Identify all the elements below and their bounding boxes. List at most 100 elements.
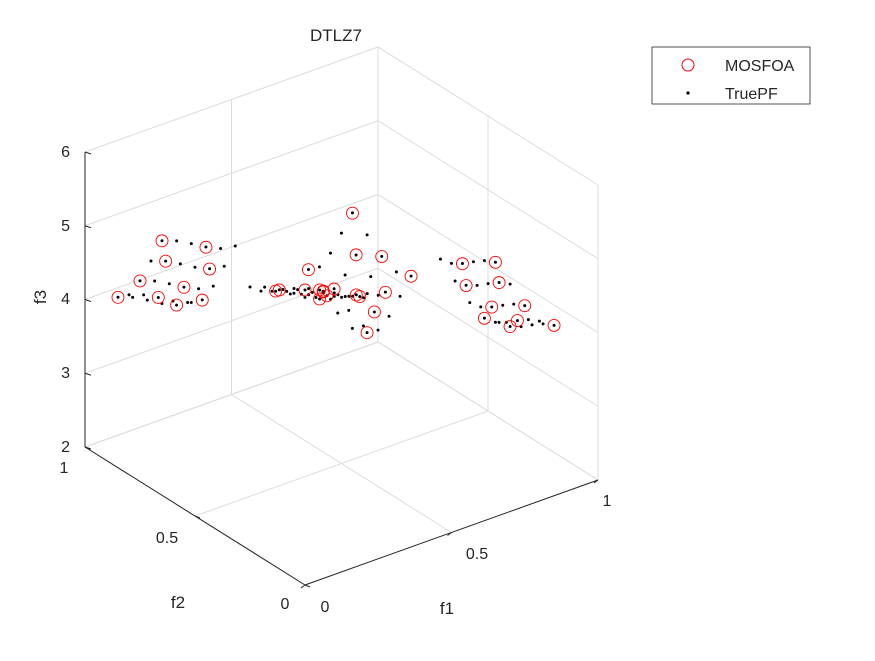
x-tick-1: 0.5 xyxy=(466,546,488,563)
truepf-point xyxy=(486,282,490,286)
truepf-point xyxy=(501,303,505,307)
mosfoa-point xyxy=(489,255,502,269)
mosfoa-point xyxy=(298,283,312,297)
truepf-point xyxy=(219,247,223,251)
truepf-point xyxy=(493,320,497,324)
mosfoa-point xyxy=(203,262,217,276)
mosfoa-point xyxy=(133,274,147,288)
truepf-point xyxy=(292,286,296,290)
z-tick-4: 4 xyxy=(61,291,70,308)
x-tick-0: 0 xyxy=(321,599,330,616)
truepf-point xyxy=(493,260,497,264)
truepf-point xyxy=(259,289,263,293)
truepf-point xyxy=(328,251,332,255)
mosfoa-point xyxy=(378,285,392,299)
mosfoa-point xyxy=(367,305,381,319)
truepf-point xyxy=(222,264,226,268)
truepf-point xyxy=(482,316,486,320)
truepf-point xyxy=(343,273,347,277)
mosfoa-point xyxy=(375,250,389,263)
truepf-point xyxy=(233,244,237,248)
truepf-point xyxy=(475,283,479,287)
truepf-point xyxy=(541,322,545,326)
x-tick-mark xyxy=(447,532,452,536)
mosfoa-point xyxy=(404,269,418,283)
truepf-point xyxy=(149,259,153,263)
truepf-series xyxy=(116,211,556,335)
truepf-point xyxy=(497,281,501,285)
truepf-point xyxy=(175,303,179,307)
floor-grid-line xyxy=(194,410,489,517)
truepf-point xyxy=(350,326,354,330)
mosfoa-point xyxy=(346,206,359,220)
truepf-point xyxy=(508,325,512,329)
mosfoa-point xyxy=(503,320,517,333)
truepf-point xyxy=(376,293,380,297)
truepf-point xyxy=(145,298,149,302)
truepf-point xyxy=(350,211,354,215)
truepf-point xyxy=(530,323,534,327)
truepf-point xyxy=(339,231,343,235)
truepf-point xyxy=(189,301,193,305)
y-tick-0: 0 xyxy=(281,596,290,613)
truepf-point xyxy=(204,245,208,249)
mosfoa-point xyxy=(547,318,561,332)
truepf-point xyxy=(354,293,358,297)
truepf-point xyxy=(512,302,516,306)
truepf-point xyxy=(347,308,351,312)
x-tick-mark xyxy=(593,479,599,484)
truepf-point xyxy=(471,260,475,264)
mosfoa-point xyxy=(170,298,184,312)
legend-truepf-marker xyxy=(686,91,690,95)
truepf-point xyxy=(537,319,541,323)
truepf-point xyxy=(369,275,373,279)
truepf-point xyxy=(211,284,215,288)
truepf-point xyxy=(343,295,347,299)
mosfoa-point xyxy=(459,279,473,292)
truepf-point xyxy=(296,288,300,292)
x-axis-label: f1 xyxy=(440,599,454,618)
truepf-point xyxy=(372,310,376,314)
truepf-point xyxy=(197,287,201,291)
mosfoa-point xyxy=(111,290,125,304)
mosfoa-point xyxy=(320,289,334,303)
truepf-point xyxy=(307,287,311,291)
truepf-point xyxy=(347,294,351,298)
y-tick-mark xyxy=(304,584,311,588)
truepf-point xyxy=(164,259,168,263)
mosfoa-point xyxy=(159,254,173,268)
truepf-point xyxy=(383,290,387,294)
legend-box xyxy=(651,46,811,105)
z-tick-mark xyxy=(84,446,92,450)
truepf-point xyxy=(490,305,494,309)
mosfoa-point xyxy=(155,234,169,248)
mosfoa-point xyxy=(349,248,363,262)
z-tick-3: 3 xyxy=(61,365,70,382)
legend-mosfoa-marker xyxy=(681,58,695,72)
truepf-point xyxy=(336,311,340,315)
truepf-point xyxy=(193,265,197,269)
truepf-point xyxy=(460,261,464,265)
truepf-point xyxy=(376,328,380,332)
truepf-point xyxy=(317,265,321,269)
truepf-point xyxy=(515,319,519,323)
mosfoa-point xyxy=(195,293,209,307)
truepf-point xyxy=(365,331,369,335)
truepf-point xyxy=(332,294,336,298)
legend-truepf-label: TruePF xyxy=(725,86,778,103)
truepf-point xyxy=(409,274,413,278)
y-axis-label: f2 xyxy=(171,593,185,612)
legend-mosfoa-label: MOSFOA xyxy=(725,58,795,75)
truepf-point xyxy=(142,293,146,297)
y-tick-2: 1 xyxy=(60,460,69,477)
truepf-point xyxy=(387,314,391,318)
truepf-point xyxy=(365,292,369,296)
mosfoa-point xyxy=(302,263,315,277)
truepf-point xyxy=(361,324,365,328)
truepf-point xyxy=(131,295,135,299)
truepf-point xyxy=(127,293,131,297)
truepf-point xyxy=(552,323,556,327)
truepf-point xyxy=(332,287,336,291)
truepf-point xyxy=(358,295,362,299)
